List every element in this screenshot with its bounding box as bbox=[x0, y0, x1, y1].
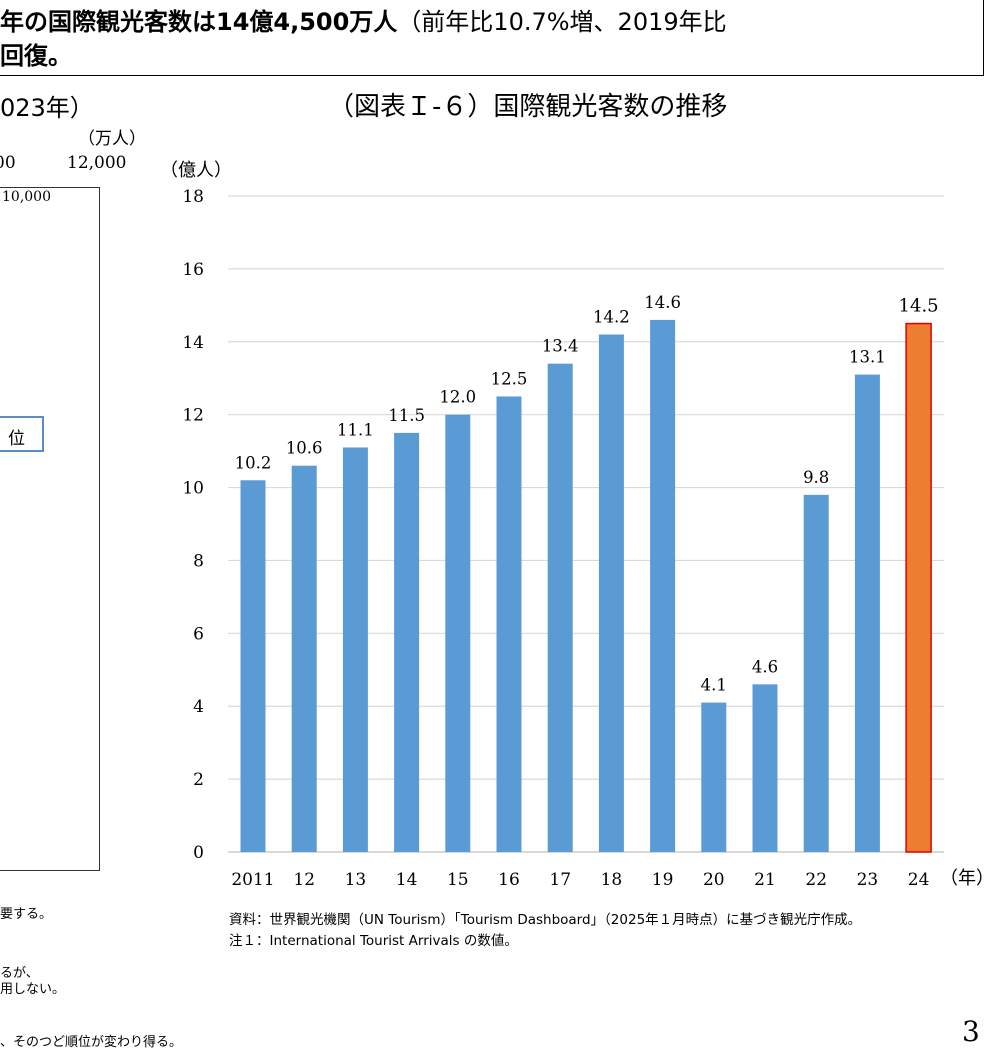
x-tick-label: 16 bbox=[498, 870, 520, 890]
x-tick-label: 23 bbox=[857, 870, 879, 890]
chart-title: （図表Ｉ-６）国際観光客数の推移 bbox=[328, 92, 728, 122]
y-tick-label: 8 bbox=[193, 551, 204, 571]
data-label: 4.6 bbox=[752, 657, 778, 676]
data-label: 4.1 bbox=[701, 676, 727, 695]
bar-20 bbox=[701, 702, 727, 852]
bar-13 bbox=[342, 447, 368, 852]
left-note-3: 用しない。 bbox=[0, 982, 66, 997]
x-axis-label: （年） bbox=[940, 868, 994, 889]
data-label: 9.8 bbox=[803, 468, 829, 487]
y-tick-label: 14 bbox=[182, 333, 204, 353]
y-tick-label: 12 bbox=[182, 406, 204, 426]
headline-bold: 年の国際観光客数は14億4,500万人 bbox=[0, 8, 398, 36]
left-note-2: るが、 bbox=[0, 966, 39, 981]
y-tick-label: 0 bbox=[193, 843, 204, 863]
y-tick-label: 16 bbox=[182, 260, 204, 280]
data-label: 13.1 bbox=[849, 348, 886, 367]
note-1: 注１：International Tourist Arrivals の数値。 bbox=[229, 933, 518, 949]
bar-2011 bbox=[240, 480, 266, 852]
x-tick-label: 21 bbox=[754, 870, 776, 890]
data-label: 14.6 bbox=[644, 293, 681, 312]
headline-line1: 年の国際観光客数は14億4,500万人（前年比10.7%増、2019年比 bbox=[0, 2, 727, 37]
data-label: 14.5 bbox=[899, 296, 939, 317]
left-unit-label: （万人） bbox=[78, 129, 146, 149]
bar-19 bbox=[650, 319, 676, 852]
left-tick-partial: 00 bbox=[0, 153, 16, 173]
data-label: 12.5 bbox=[491, 369, 528, 388]
headline-box bbox=[0, 0, 984, 76]
x-tick-label: 2011 bbox=[231, 870, 274, 890]
x-tick-label: 20 bbox=[703, 870, 725, 890]
left-bar-frame bbox=[0, 187, 100, 871]
x-tick-label: 24 bbox=[908, 870, 930, 890]
data-label: 13.4 bbox=[542, 337, 579, 356]
bar-18 bbox=[598, 334, 624, 852]
y-axis-label: （億人） bbox=[160, 160, 232, 181]
left-rank-box: 位 bbox=[0, 416, 44, 452]
x-tick-label: 13 bbox=[345, 870, 367, 890]
bar-14 bbox=[394, 432, 420, 852]
x-tick-label: 19 bbox=[652, 870, 674, 890]
y-tick-label: 6 bbox=[193, 624, 204, 644]
x-tick-label: 18 bbox=[601, 870, 623, 890]
data-label: 11.1 bbox=[337, 420, 374, 439]
data-label: 14.2 bbox=[593, 307, 630, 326]
bar-17 bbox=[547, 363, 573, 852]
data-label: 12.0 bbox=[439, 388, 476, 407]
source-note: 資料：世界観光機関（UN Tourism）「Tourism Dashboard」… bbox=[229, 912, 862, 928]
y-tick-label: 10 bbox=[182, 479, 204, 499]
x-tick-label: 17 bbox=[549, 870, 571, 890]
left-note-1: 要する。 bbox=[0, 907, 53, 922]
bar-12 bbox=[291, 465, 317, 852]
data-label: 10.2 bbox=[235, 453, 272, 472]
left-chart-title: 023年） bbox=[0, 94, 94, 122]
x-tick-label: 14 bbox=[396, 870, 418, 890]
headline-normal: （前年比10.7%増、2019年比 bbox=[397, 8, 727, 36]
bar-23 bbox=[854, 374, 880, 852]
left-value-10000: 10,000 bbox=[2, 189, 51, 205]
y-tick-label: 18 bbox=[182, 187, 204, 207]
bar-15 bbox=[445, 414, 471, 852]
x-tick-label: 12 bbox=[293, 870, 315, 890]
page-number: 3 bbox=[962, 1015, 980, 1048]
y-tick-label: 4 bbox=[193, 697, 204, 717]
bar-16 bbox=[496, 396, 522, 852]
left-tick-12000: 12,000 bbox=[67, 153, 127, 173]
data-label: 10.6 bbox=[286, 439, 323, 458]
bar-21 bbox=[752, 684, 778, 852]
bar-22 bbox=[803, 494, 829, 852]
y-tick-label: 2 bbox=[193, 770, 204, 790]
data-label: 11.5 bbox=[388, 406, 425, 425]
headline-line2: 回復。 bbox=[0, 42, 72, 70]
x-tick-label: 22 bbox=[805, 870, 827, 890]
bar-24 bbox=[905, 322, 932, 853]
x-tick-label: 15 bbox=[447, 870, 469, 890]
